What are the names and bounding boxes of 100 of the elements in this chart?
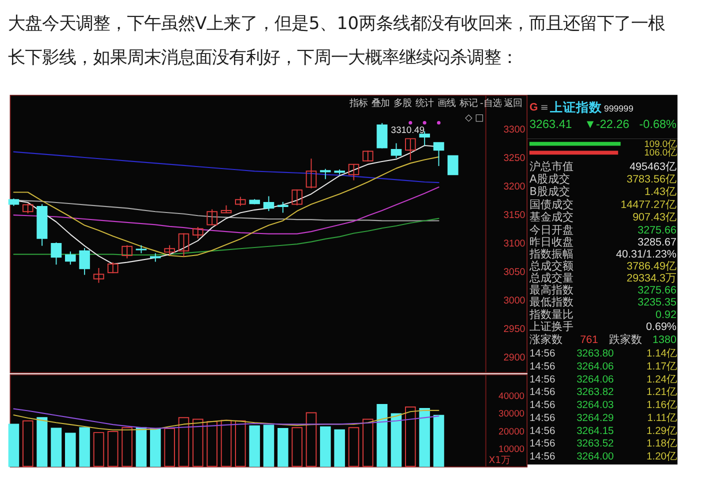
text: 昨日收盘 [529, 235, 574, 248]
candlestick [390, 142, 402, 159]
annotation: 统计 [416, 98, 434, 110]
text: 3264.06 [576, 374, 614, 386]
bar [263, 424, 274, 467]
text: ▼-22.26 [584, 118, 630, 132]
bar [36, 417, 48, 467]
candlestick [164, 244, 175, 256]
text: 上证换手 [529, 320, 574, 333]
text: 返回 [504, 98, 522, 110]
text: 0.69% [646, 320, 677, 333]
text: 29334.3万 [626, 272, 677, 285]
bar [50, 428, 62, 467]
text: 今日开盘 [529, 223, 574, 236]
candlestick [93, 268, 104, 284]
text: 3783.56亿 [626, 173, 677, 186]
candlestick [320, 168, 331, 180]
text: B股成交 [529, 185, 570, 198]
y-tick-label: 3300 [503, 124, 526, 136]
bar [65, 432, 76, 467]
bar [334, 429, 345, 467]
y-tick-label: 2900 [503, 352, 526, 364]
candlestick [206, 208, 218, 226]
y-tick-label: 40000 [498, 390, 524, 401]
text: 1.18亿 [646, 438, 677, 450]
text: 0.92 [656, 308, 677, 321]
text: 涨家数 [529, 332, 562, 346]
y-tick-label: 2950 [503, 324, 526, 335]
text: 3275.66 [638, 284, 677, 297]
text: 1.20亿 [646, 452, 677, 463]
text: 14:56 [529, 412, 556, 424]
candlestick [263, 196, 274, 212]
text: A股成交 [529, 172, 570, 186]
text: 14:56 [529, 452, 556, 463]
text: 1.21亿 [646, 387, 677, 398]
annotation: 3310.49 [390, 124, 425, 135]
bar [376, 404, 388, 467]
text: 3263.80 [576, 348, 614, 360]
text: 基金成交 [529, 210, 574, 224]
y-tick-label: 10000 [498, 444, 524, 454]
bar [419, 408, 430, 467]
text: 总成交额 [528, 260, 574, 273]
candlestick [292, 188, 302, 206]
text: 40.31/1.23% [616, 248, 677, 260]
text: 1.29亿 [646, 426, 677, 437]
data-label: 106.0亿 [644, 148, 677, 158]
line-series [13, 186, 440, 234]
candlestick [108, 262, 118, 274]
text: 3264.06 [576, 361, 614, 372]
candlestick [362, 150, 374, 162]
candlestick [278, 201, 288, 214]
text: 14477.27亿 [620, 198, 677, 211]
candlestick [376, 122, 388, 149]
candlestick [79, 248, 90, 276]
bar [79, 427, 90, 467]
text: 1.17亿 [646, 361, 677, 372]
text: 1.24亿 [646, 374, 677, 386]
text: -自选 [480, 98, 502, 110]
annotation: 多股 [393, 98, 412, 110]
text: 3263.41 [529, 118, 572, 132]
bar [8, 424, 20, 467]
text: 上证指数 [549, 100, 604, 116]
y-tick-label: 3150 [503, 210, 526, 221]
text: 3264.29 [576, 412, 614, 424]
candlestick [178, 232, 190, 258]
text: 3275.66 [638, 224, 677, 236]
text: 999999 [604, 103, 634, 114]
candlestick [65, 251, 76, 266]
text: 1380 [652, 334, 677, 346]
text: 国债成交 [529, 198, 574, 211]
text: 14:56 [529, 348, 556, 360]
line-series [13, 156, 440, 258]
annotation: 叠加 [371, 98, 390, 110]
text: 3264.15 [576, 426, 614, 437]
text: 14:56 [529, 426, 556, 437]
y-tick-label: 3250 [503, 152, 526, 164]
candlestick [306, 158, 317, 189]
bar [136, 427, 147, 467]
annotation: 画线 [438, 98, 456, 110]
bar [390, 413, 402, 467]
text: -0.68% [639, 118, 678, 132]
text: 1.11亿 [647, 412, 677, 424]
text: 14:56 [529, 387, 556, 398]
text: 907.43亿 [632, 211, 677, 224]
text: 3264.00 [576, 452, 614, 463]
candlestick [235, 196, 246, 206]
text: 3264.03 [576, 400, 614, 412]
text: 495463亿 [630, 160, 677, 173]
text: 3263.52 [576, 438, 614, 450]
text: 3285.67 [638, 236, 677, 248]
text: 14:56 [529, 374, 556, 386]
y-tick-label: 3100 [503, 238, 526, 250]
text: G [529, 102, 538, 114]
y-axis-title: X1万 [488, 454, 510, 466]
text: 14:56 [529, 361, 556, 372]
text: 最高指数 [529, 284, 574, 297]
y-tick-label: 30000 [498, 408, 524, 419]
text: 3786.49亿 [626, 260, 677, 273]
candlestick [448, 155, 458, 176]
y-tick-label: 3200 [503, 181, 526, 192]
